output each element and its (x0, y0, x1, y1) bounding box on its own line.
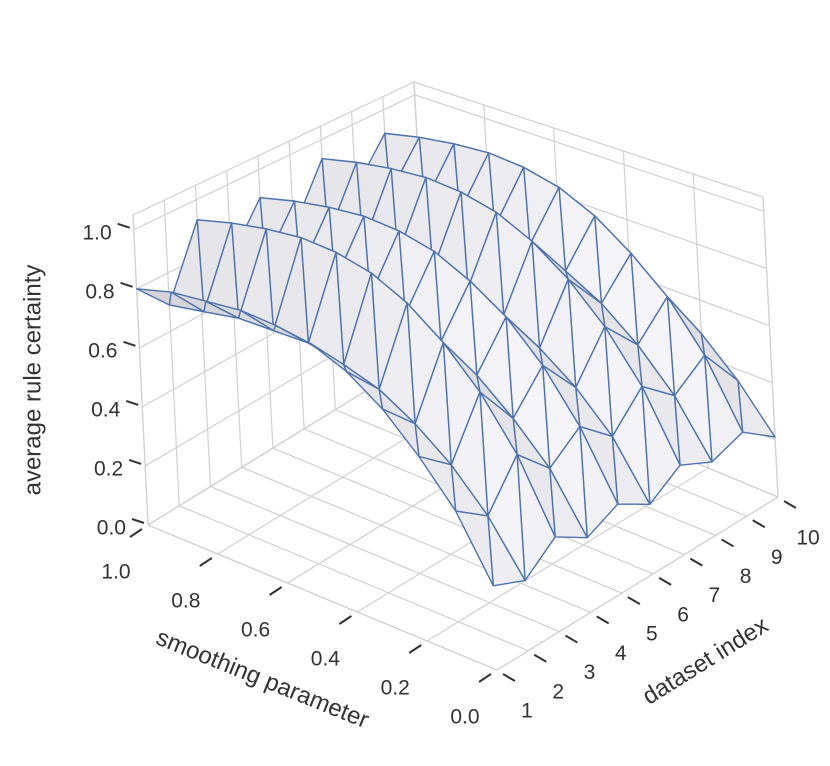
x-tick-label: 0.6 (241, 619, 270, 642)
y-tick (502, 673, 516, 682)
pane-edge (413, 81, 764, 198)
y-tick (658, 577, 672, 586)
surface-facet (345, 370, 384, 410)
y-tick (689, 557, 703, 567)
y-tick-label: 1 (521, 700, 533, 723)
y-tick (783, 500, 797, 509)
z-tick (123, 340, 136, 347)
surface-facet (274, 324, 312, 345)
z-tick-label: 1.0 (83, 221, 112, 244)
surface-facet (170, 291, 207, 313)
surface-facet (135, 288, 172, 306)
z-tick-label: 0.0 (97, 517, 126, 540)
pane-edge (132, 81, 415, 216)
grid-line (762, 196, 779, 498)
surface-facet (205, 300, 242, 319)
x-tick-label: 1.0 (101, 561, 130, 584)
grid-line (147, 524, 498, 671)
ticks: 0.0 0.2 0.4 0.6 0.8 1.0 0.0 0.2 0.4 0.6 0.8 1.0 1234… (83, 221, 820, 728)
y-tick-label: 5 (646, 623, 658, 646)
z-tick-label: 0.8 (85, 280, 114, 303)
y-tick-label: 9 (771, 546, 783, 569)
y-tick (627, 596, 641, 605)
z-tick (120, 281, 133, 288)
grid-line (132, 214, 149, 526)
grid-line (163, 200, 180, 506)
surface-facet (310, 342, 348, 373)
x-tick-label: 0.4 (311, 648, 341, 671)
z-tick (117, 222, 131, 229)
x-tick (269, 586, 283, 596)
surface (135, 132, 776, 587)
surface-facet (418, 455, 457, 512)
grid-line (272, 447, 623, 594)
grid-line (178, 505, 529, 652)
surface-facet (239, 309, 277, 332)
grid-line (133, 94, 415, 231)
grid-line (226, 170, 243, 468)
x-tick (408, 644, 422, 654)
grid-line (426, 467, 709, 642)
y-tick (564, 634, 578, 644)
grid-line (414, 94, 764, 212)
y-tick (721, 538, 735, 548)
y-tick (596, 615, 610, 625)
surface-facet (737, 379, 776, 438)
x-tick-label: 0.8 (171, 590, 200, 613)
x-tick (478, 673, 492, 683)
surface-facet (381, 408, 420, 458)
z-tick-label: 0.2 (94, 457, 123, 480)
y-tick-label: 7 (708, 584, 720, 607)
z-tick (125, 399, 139, 406)
x-tick-label: 0.0 (450, 706, 479, 729)
x-tick (199, 557, 213, 567)
y-tick-label: 2 (552, 680, 564, 703)
y-axis-label: dataset index (638, 612, 773, 711)
z-tick-label: 0.4 (91, 398, 121, 421)
y-tick-label: 4 (615, 642, 627, 665)
grid-line (496, 496, 779, 671)
grid-line (241, 466, 591, 613)
x-tick (338, 615, 352, 625)
grid-line (210, 486, 560, 633)
z-tick (131, 518, 145, 524)
surface-facet (454, 510, 494, 587)
z-axis-label: average rule certainty (19, 265, 46, 496)
y-tick-label: 6 (677, 603, 689, 626)
y-tick-label: 10 (796, 527, 819, 550)
y-tick (533, 653, 547, 663)
x-tick (129, 528, 143, 538)
z-tick (128, 459, 142, 465)
z-tick-label: 0.6 (88, 339, 117, 362)
x-tick-label: 0.2 (381, 677, 410, 700)
y-tick-label: 3 (584, 661, 596, 684)
y-tick-label: 8 (740, 565, 752, 588)
y-tick (752, 519, 766, 529)
